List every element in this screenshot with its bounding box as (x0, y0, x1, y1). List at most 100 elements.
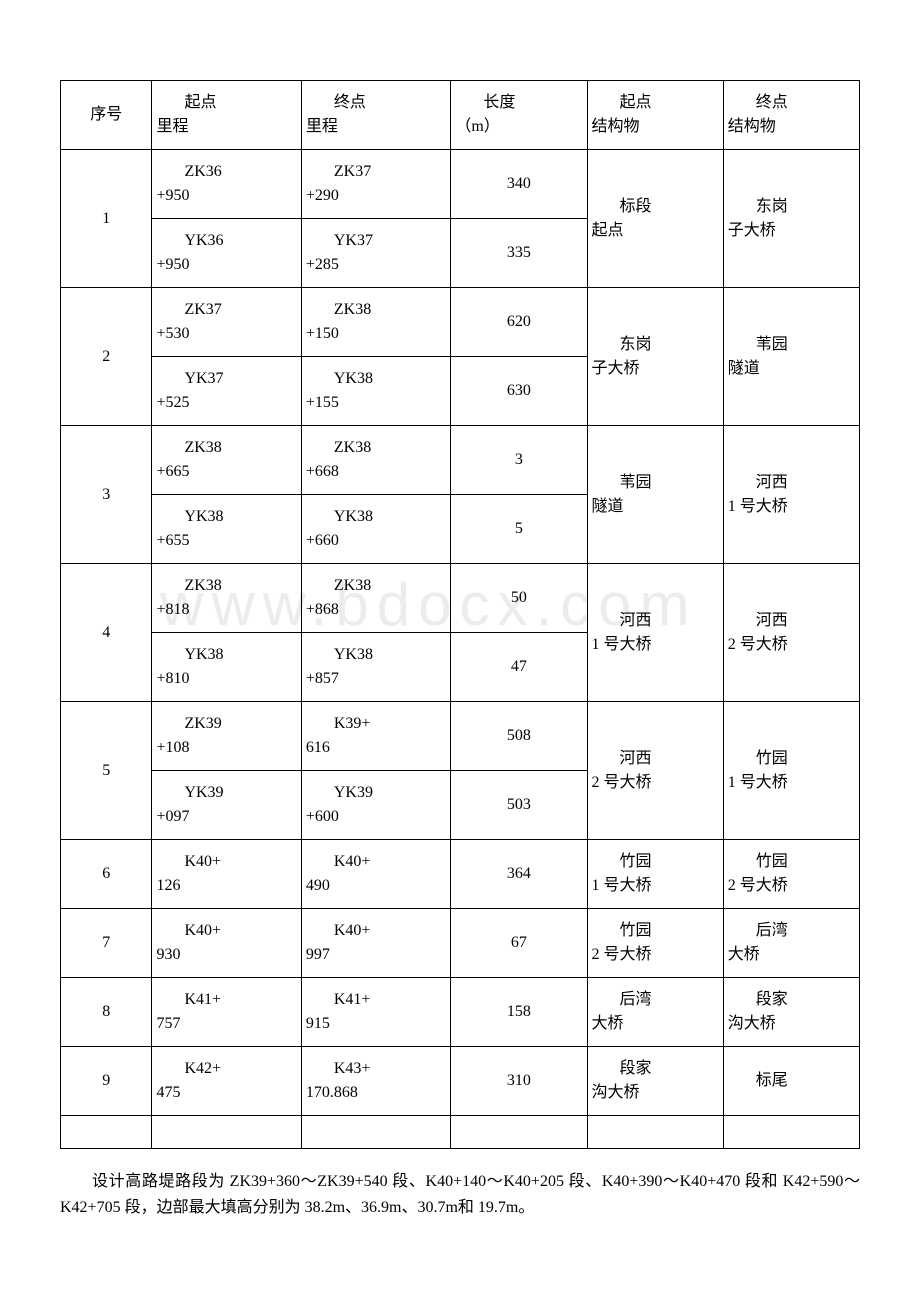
struct-l1: 后湾 (592, 988, 715, 1012)
body-paragraph: 设计高路堤路段为 ZK39+360～ZK39+540 段、K40+140～K40… (60, 1169, 860, 1220)
mile-l2: +818 (156, 601, 189, 618)
mile-l2: 126 (156, 877, 180, 894)
struct-l2: 起点 (592, 222, 624, 239)
struct-l1: 竹园 (728, 850, 851, 874)
mile-cell: ZK38 +818 (152, 564, 301, 633)
table-row: 6K40+126K40+490364竹园1 号大桥竹园2 号大桥 (61, 840, 860, 909)
struct-l1: 段家 (592, 1057, 715, 1081)
struct-cell: 河西2 号大桥 (723, 564, 859, 702)
mile-cell: ZK36+950 (152, 150, 301, 219)
mile-cell: YK38 +810 (152, 633, 301, 702)
table-row: 7K40+930K40+99767竹园2 号大桥后湾大桥 (61, 909, 860, 978)
mile-l1: ZK38 (156, 574, 292, 598)
mile-l2: +097 (156, 808, 189, 825)
struct-l1: 竹园 (592, 850, 715, 874)
page-content: 序号 起点 里程 终点 里程 长度 （m） 起点 结构物 终点 结构物 1 (60, 80, 860, 1220)
mile-l1: YK38 (156, 643, 292, 667)
mile-cell: YK37+525 (152, 357, 301, 426)
struct-l2: 1 号大桥 (592, 877, 652, 894)
length-cell: 503 (451, 771, 587, 840)
length-cell: 364 (451, 840, 587, 909)
mile-l2: +290 (306, 187, 339, 204)
struct-cell: 标尾 (723, 1047, 859, 1116)
header-end-mile: 终点 里程 (301, 81, 450, 150)
mile-cell: ZK37+530 (152, 288, 301, 357)
seq-cell: 1 (61, 150, 152, 288)
header-length-l1: 长度 (455, 91, 578, 115)
mile-l2: +600 (306, 808, 339, 825)
mile-l1: K41+ (156, 988, 292, 1012)
struct-cell: 竹园 1 号大桥 (587, 840, 723, 909)
length-cell: 158 (451, 978, 587, 1047)
struct-l2: 2 号大桥 (592, 946, 652, 963)
mile-cell: K40+930 (152, 909, 301, 978)
seq-cell: 7 (61, 909, 152, 978)
mile-l1: ZK38 (306, 436, 442, 460)
mile-cell: YK38+155 (301, 357, 450, 426)
mile-l2: +655 (156, 532, 189, 549)
struct-cell: 竹园2 号大桥 (723, 840, 859, 909)
struct-l2: 隧道 (592, 498, 624, 515)
struct-cell: 段家沟大桥 (723, 978, 859, 1047)
mile-l2: 930 (156, 946, 180, 963)
mile-l1: ZK37 (306, 160, 442, 184)
table-row: 3ZK38+665ZK38+6683苇园隧道河西1 号大桥 (61, 426, 860, 495)
struct-l2: 1 号大桥 (728, 498, 788, 515)
table-row: 5ZK39+108K39+616508河西2 号大桥竹园1 号大桥 (61, 702, 860, 771)
header-start-mile-l1: 起点 (156, 91, 292, 115)
mile-l2: +665 (156, 463, 189, 480)
mile-l1: K43+ (306, 1057, 442, 1081)
mile-l1: K40+ (306, 919, 442, 943)
mile-cell: YK39 +600 (301, 771, 450, 840)
mile-l1: YK38 (306, 367, 442, 391)
length-cell: 3 (451, 426, 587, 495)
mile-cell: K40+490 (301, 840, 450, 909)
struct-l1: 河西 (728, 471, 851, 495)
mile-l1: YK38 (306, 643, 442, 667)
seq-cell: 9 (61, 1047, 152, 1116)
mile-l1: YK38 (306, 505, 442, 529)
struct-cell: 苇园隧道 (587, 426, 723, 564)
header-end-struct-l1: 终点 (728, 91, 851, 115)
struct-l2: 隧道 (728, 360, 760, 377)
empty-cell (723, 1116, 859, 1149)
struct-l2: 2 号大桥 (728, 636, 788, 653)
length-cell: 5 (451, 495, 587, 564)
header-end-struct-l2: 结构物 (728, 118, 776, 135)
struct-l1: 东岗 (728, 195, 851, 219)
length-cell: 340 (451, 150, 587, 219)
mile-l1: K42+ (156, 1057, 292, 1081)
struct-l1: 苇园 (592, 471, 715, 495)
empty-cell (301, 1116, 450, 1149)
struct-l1: 河西 (592, 609, 715, 633)
mile-l2: 475 (156, 1084, 180, 1101)
mile-cell: K39+616 (301, 702, 450, 771)
mile-cell: YK38+660 (301, 495, 450, 564)
mile-cell: K40+997 (301, 909, 450, 978)
mile-l2: +950 (156, 256, 189, 273)
header-start-mile-l2: 里程 (156, 118, 188, 135)
mile-l2: +810 (156, 670, 189, 687)
length-cell: 508 (451, 702, 587, 771)
mile-cell: YK37+285 (301, 219, 450, 288)
mile-l1: YK39 (306, 781, 442, 805)
header-length: 长度 （m） (451, 81, 587, 150)
mile-l2: +950 (156, 187, 189, 204)
struct-cell: 竹园2 号大桥 (587, 909, 723, 978)
mile-cell: ZK38+150 (301, 288, 450, 357)
header-seq: 序号 (61, 81, 152, 150)
mile-l1: K41+ (306, 988, 442, 1012)
struct-cell: 段家沟大桥 (587, 1047, 723, 1116)
mile-l1: ZK37 (156, 298, 292, 322)
seq-cell: 6 (61, 840, 152, 909)
struct-l2: 沟大桥 (592, 1084, 640, 1101)
length-cell: 310 (451, 1047, 587, 1116)
mile-l2: +857 (306, 670, 339, 687)
length-cell: 335 (451, 219, 587, 288)
header-end-mile-l2: 里程 (306, 118, 338, 135)
struct-l2: 1 号大桥 (592, 636, 652, 653)
struct-l2: 子大桥 (592, 360, 640, 377)
table-row: 4ZK38+818ZK38+86850河西1 号大桥河西2 号大桥 (61, 564, 860, 633)
struct-l2: 大桥 (592, 1015, 624, 1032)
header-end-mile-l1: 终点 (306, 91, 442, 115)
